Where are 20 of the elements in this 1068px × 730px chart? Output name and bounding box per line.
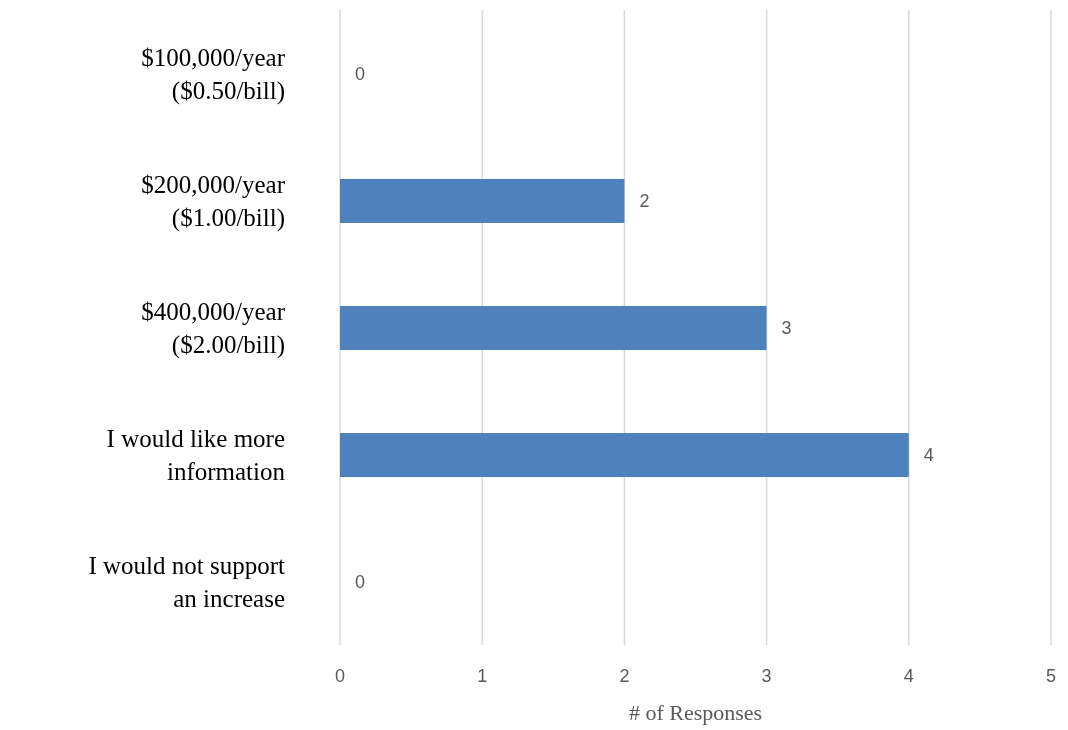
data-label: 4 xyxy=(923,444,934,465)
data-label: 3 xyxy=(781,317,792,338)
x-tick-label: 1 xyxy=(477,665,488,686)
y-tick-label: $200,000/year ($1.00/bill) xyxy=(141,170,286,232)
data-label: 2 xyxy=(639,190,650,211)
bar xyxy=(340,306,767,350)
data-label: 0 xyxy=(355,63,366,84)
y-tick-label: $400,000/year ($2.00/bill) xyxy=(141,297,286,359)
x-tick-label: 3 xyxy=(761,665,772,686)
x-tick-label: 5 xyxy=(1045,665,1057,686)
bar xyxy=(340,433,909,477)
y-tick-label: I would not support an increase xyxy=(88,551,286,612)
data-label: 0 xyxy=(355,571,366,592)
x-axis-title: # of Responses xyxy=(628,700,763,725)
y-tick-label: I would like more information xyxy=(106,424,286,485)
y-tick-label: $100,000/year ($0.50/bill) xyxy=(141,43,286,105)
x-tick-label: 2 xyxy=(619,665,630,686)
bar xyxy=(340,179,625,223)
x-tick-label: 0 xyxy=(334,665,346,686)
x-tick-label: 4 xyxy=(903,665,914,686)
